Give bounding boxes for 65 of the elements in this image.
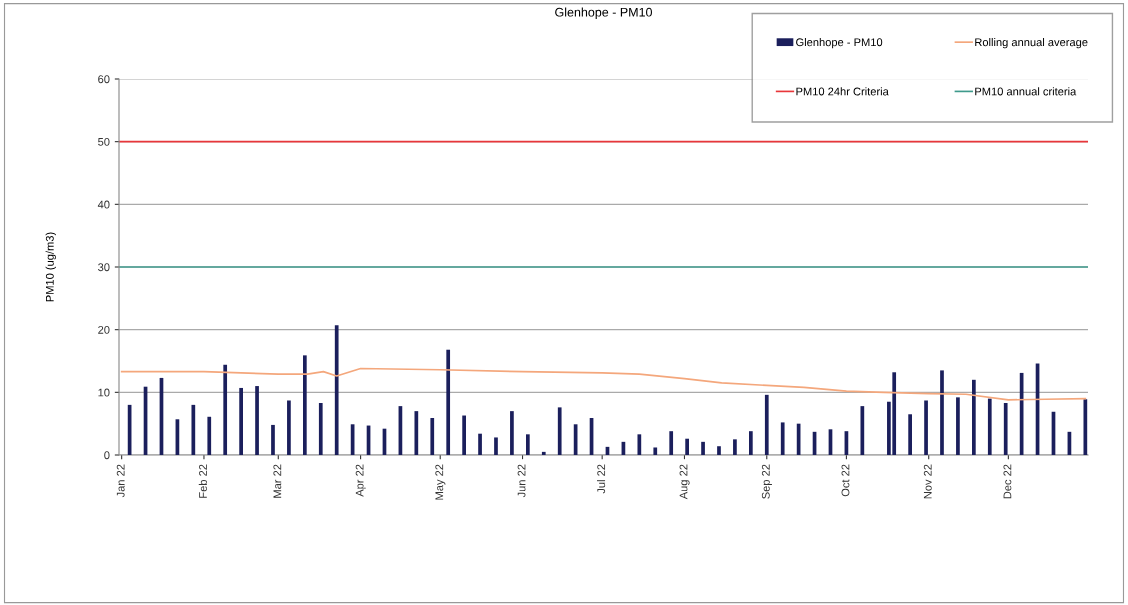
bar: [541, 451, 546, 455]
bar: [478, 433, 482, 455]
bar: [748, 431, 753, 455]
bar: [733, 439, 737, 455]
line-series: [120, 367, 1087, 401]
y-tick-label: 40: [97, 200, 110, 209]
bar: [302, 355, 307, 455]
bar: [255, 386, 259, 455]
bar: [637, 434, 642, 455]
chart-title: Glenhope - PM10: [555, 7, 652, 20]
bar: [318, 402, 323, 455]
x-tick-label: Oct 22: [841, 464, 850, 497]
bar: [287, 400, 291, 455]
bar: [971, 379, 976, 455]
y-axis-title: PM10 (ug/m3): [45, 232, 56, 302]
bar: [510, 411, 514, 455]
bar: [764, 394, 769, 455]
bar: [1083, 399, 1088, 455]
bar: [701, 441, 705, 455]
bar: [239, 387, 243, 455]
bar: [271, 424, 275, 455]
x-tick-label: May 22: [435, 464, 446, 500]
y-tick-label: 30: [98, 263, 110, 272]
bar: [685, 438, 689, 455]
x-tick-label: Nov 22: [923, 464, 932, 499]
bar: [525, 434, 530, 455]
x-tick-label: Jul 22: [596, 464, 606, 494]
x-tick-label: Jan 22: [116, 464, 125, 498]
bar: [191, 404, 196, 455]
bar: [940, 370, 944, 455]
bar: [669, 431, 674, 455]
legend-label: Rolling annual average: [975, 38, 1088, 49]
bar: [860, 406, 865, 455]
bar: [430, 418, 435, 455]
x-tick-label: Dec 22: [1003, 464, 1012, 499]
bar: [462, 415, 466, 455]
x-tick-label: Feb 22: [198, 464, 207, 498]
y-tick-label: 0: [104, 451, 110, 460]
x-tick-label: Aug 22: [679, 464, 690, 500]
y-tick-label: 10: [98, 388, 110, 397]
x-tick-label: Jun 22: [517, 464, 526, 498]
legend-label: PM10 24hr Criteria: [796, 87, 889, 96]
bar: [987, 398, 992, 455]
bar: [446, 349, 451, 455]
bar: [780, 422, 785, 455]
bar: [494, 437, 498, 455]
bar: [908, 414, 912, 455]
bar: [653, 447, 658, 455]
y-tick-label: 60: [98, 75, 110, 84]
legend-label: PM10 annual criteria: [975, 87, 1077, 96]
x-tick-label: Apr 22: [355, 464, 366, 497]
y-tick-label: 20: [98, 325, 110, 334]
y-tick-label: 50: [98, 137, 110, 146]
bar: [223, 364, 228, 455]
bar: [334, 325, 339, 455]
x-tick-label: Mar 22: [273, 464, 282, 498]
x-tick-label: Sep 22: [761, 464, 772, 499]
bar: [717, 446, 721, 455]
bar: [557, 407, 562, 455]
bar: [1003, 402, 1008, 455]
bar: [414, 411, 419, 455]
bar: [956, 397, 960, 455]
bar: [207, 416, 212, 455]
bar: [924, 400, 928, 455]
legend-label: Glenhope - PM10: [796, 38, 883, 49]
